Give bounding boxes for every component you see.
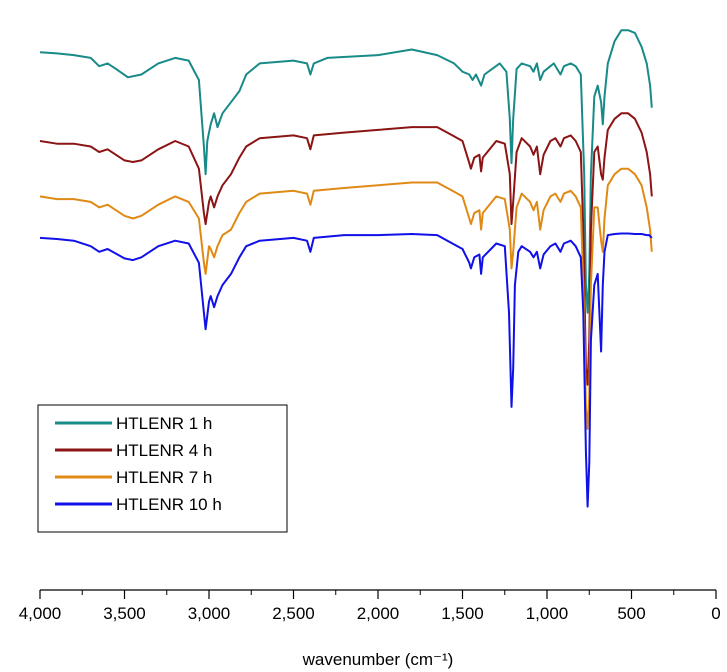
legend-label-4: HTLENR 10 h: [116, 495, 222, 514]
series-line-1: [39, 29, 653, 314]
x-tick-label: 1,000: [526, 604, 569, 623]
series-line-4: [39, 232, 653, 508]
x-tick-label: 4,000: [19, 604, 62, 623]
series-line-3: [39, 167, 653, 430]
x-tick-label: 2,500: [272, 604, 315, 623]
x-tick-label: 3,500: [103, 604, 146, 623]
legend-box: [37, 404, 288, 533]
x-tick-label: 500: [617, 604, 645, 623]
x-tick-label: 2,000: [357, 604, 400, 623]
x-tick-label: 1,500: [441, 604, 484, 623]
legend-label-3: HTLENR 7 h: [116, 468, 212, 487]
x-axis-title: wavenumber (cm⁻¹): [302, 650, 454, 669]
series-line-2: [39, 112, 653, 386]
x-tick-label: 3,000: [188, 604, 231, 623]
x-axis: 4,000 3,500 3,000 2,500 2,000 1,500 1,000 500 0: [19, 589, 721, 623]
legend-label-1: HTLENR 1 h: [116, 414, 212, 433]
plot-area: [39, 29, 653, 508]
legend-label-2: HTLENR 4 h: [116, 441, 212, 460]
x-tick-label: 0: [711, 604, 720, 623]
legend: HTLENR 1 h HTLENR 4 h HTLENR 7 h HTLENR 10 …: [37, 404, 288, 533]
